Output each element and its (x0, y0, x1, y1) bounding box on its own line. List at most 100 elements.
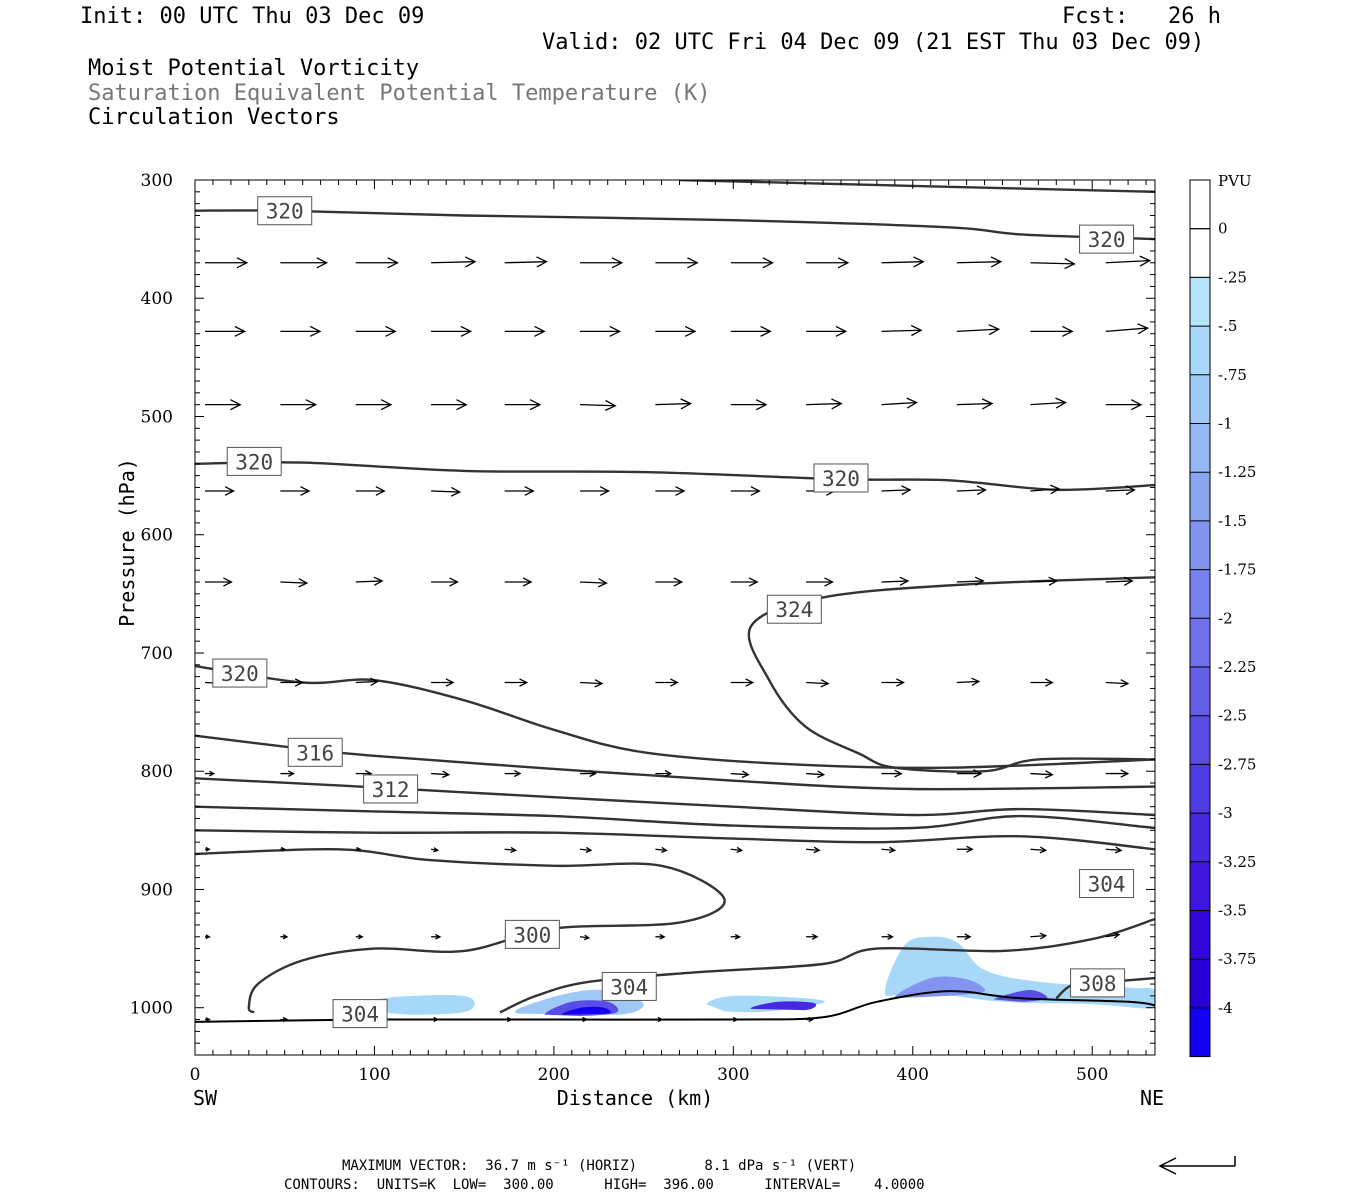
vector-head (450, 486, 462, 497)
vector-arrow (1105, 399, 1143, 411)
contour-label-box (1079, 224, 1135, 254)
contour-label-box (813, 463, 869, 493)
vector-shaft (1105, 489, 1135, 492)
vector-head (224, 486, 236, 496)
contour-label-box (766, 594, 822, 624)
theta-contour-312-6 (195, 777, 1155, 817)
vector-head (583, 934, 591, 941)
vector-head (976, 485, 987, 496)
vector-shaft (956, 489, 986, 492)
vector-arrow (655, 933, 666, 940)
vector-arrow (205, 934, 211, 940)
vector-shaft (956, 261, 1001, 264)
vector-shaft (1105, 681, 1128, 685)
vector-arrow (280, 399, 318, 411)
vector-shaft (881, 329, 922, 333)
contour-label: 300 (513, 923, 551, 947)
vector-arrow (1030, 576, 1059, 586)
pv-region-7 (894, 976, 985, 999)
vector-arrow (431, 399, 468, 411)
vector-shaft (956, 328, 999, 333)
vector-arrow (504, 678, 529, 687)
vector-head (974, 576, 985, 586)
vector-shaft (580, 581, 607, 584)
colorbar-label: -1 (1218, 415, 1233, 433)
vector-arrow (431, 325, 473, 337)
vector-head (741, 770, 750, 779)
vector-head (373, 576, 384, 586)
colorbar-label: -3.5 (1218, 902, 1247, 920)
vector-arrow (580, 578, 608, 588)
colorbar-title: PVU (1218, 172, 1252, 190)
vector-shaft (355, 580, 383, 583)
pv-region-5 (750, 1001, 817, 1011)
vector-head (813, 846, 821, 854)
vector-shaft (1030, 848, 1046, 852)
y-tick-label: 500 (141, 407, 173, 427)
vector-head (755, 399, 768, 411)
vector-arrow (1105, 255, 1152, 267)
vector-head (664, 770, 673, 778)
contour-info-caption: CONTOURS: UNITS=K LOW= 300.00 HIGH= 396.… (284, 1177, 925, 1193)
vector-head (659, 933, 666, 940)
vector-head (223, 577, 233, 587)
vector-head (1123, 576, 1134, 586)
vector-arrow (355, 576, 384, 586)
colorbar-segment (1190, 326, 1210, 375)
vector-head (460, 325, 473, 337)
vector-head (287, 770, 296, 777)
contour-label-box (287, 737, 343, 767)
vector-arrow (806, 1016, 815, 1023)
vector-arrow (205, 577, 233, 587)
vector-head (1120, 679, 1130, 688)
x-tick-label: 400 (897, 1065, 929, 1085)
colorbar-label: -.25 (1218, 268, 1247, 286)
circulation-vector-layer (204, 255, 1152, 1023)
vector-arrow (730, 846, 744, 854)
vector-arrow (431, 1016, 440, 1023)
y-tick-label: 300 (141, 171, 173, 191)
vector-head (309, 325, 322, 337)
vector-head (316, 257, 329, 269)
vector-head (605, 399, 617, 411)
vector-head (1064, 258, 1076, 270)
vector-shaft (881, 489, 911, 492)
vector-arrow (956, 576, 985, 586)
vector-arrow (280, 934, 289, 940)
vector-head (534, 325, 546, 337)
vector-head (230, 399, 242, 411)
x-end-label-right: NE (1140, 1086, 1164, 1110)
reference-vector (1158, 1156, 1236, 1175)
theta-contour-324-3 (747, 576, 1155, 773)
vector-head (887, 933, 894, 940)
vector-head (599, 486, 611, 496)
vector-arrow (205, 1017, 211, 1022)
vector-head (1137, 323, 1150, 335)
vector-arrow (205, 770, 216, 777)
vector-head (1044, 770, 1054, 779)
vector-head (811, 933, 819, 940)
vector-arrow (504, 846, 518, 854)
vector-head (524, 486, 535, 496)
colorbar-segment (1190, 1007, 1210, 1057)
y-tick-label: 1000 (130, 999, 173, 1019)
vector-arrow (956, 677, 981, 686)
vector-arrow (280, 770, 296, 777)
vector-head (913, 256, 925, 268)
vector-arrow (205, 325, 247, 337)
theta-contour-layer (195, 180, 1155, 1023)
vector-arrow (1030, 325, 1074, 337)
contour-label-box (226, 446, 282, 476)
contour-label: 316 (296, 741, 334, 765)
vector-head (236, 257, 249, 269)
vector-arrow (280, 846, 287, 852)
contour-label: 304 (1088, 873, 1126, 897)
vector-arrow (655, 257, 699, 269)
colorbar-segment (1190, 472, 1210, 521)
vector-head (357, 934, 364, 940)
vector-head (675, 486, 686, 496)
vector-head (589, 770, 597, 778)
vector-head (888, 846, 897, 854)
vector-head (760, 325, 772, 337)
vector-arrow (579, 846, 593, 854)
